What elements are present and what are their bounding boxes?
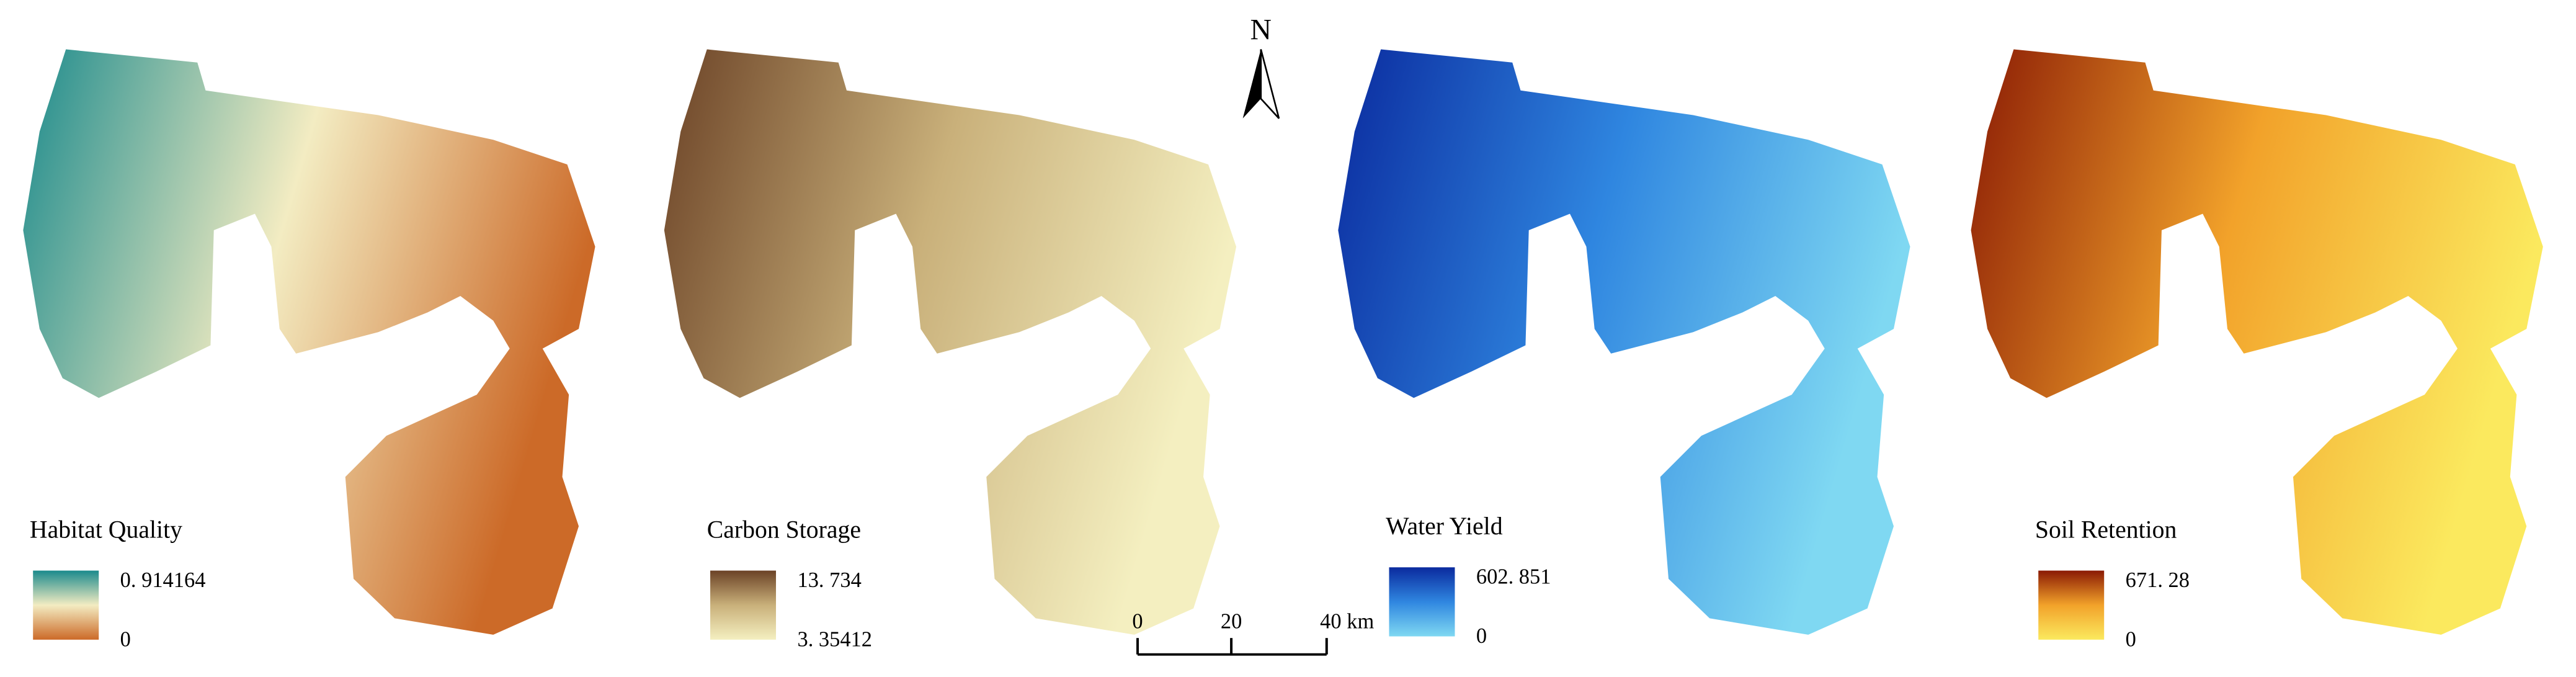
scale-bar bbox=[1136, 638, 1328, 656]
legend-min: 0 bbox=[1476, 624, 1487, 648]
map-panel bbox=[664, 49, 1237, 635]
legend-ramp bbox=[2038, 570, 2105, 640]
north-label: N bbox=[1250, 14, 1272, 47]
legend-min: 3. 35412 bbox=[797, 627, 872, 651]
legend-min: 0 bbox=[120, 627, 131, 651]
region-map bbox=[664, 49, 1237, 635]
scale-label: 20 bbox=[1221, 609, 1242, 633]
legend-ramp bbox=[1389, 567, 1455, 637]
region-map bbox=[1338, 49, 1910, 635]
region-map bbox=[23, 49, 595, 635]
legend-min: 0 bbox=[2126, 627, 2136, 651]
legend-max: 0. 914164 bbox=[120, 568, 206, 592]
scale-label: 40 km bbox=[1320, 609, 1374, 633]
legend-title: Habitat Quality bbox=[30, 516, 182, 544]
legend-max: 602. 851 bbox=[1476, 565, 1551, 589]
legend-max: 13. 734 bbox=[797, 568, 861, 592]
region-map bbox=[1971, 49, 2543, 635]
legend-title: Soil Retention bbox=[2035, 516, 2177, 544]
legend-max: 671. 28 bbox=[2126, 568, 2190, 592]
north-arrow: N bbox=[1242, 14, 1280, 119]
scale-label: 0 bbox=[1132, 609, 1143, 633]
legend-ramp bbox=[710, 570, 777, 640]
map-panel bbox=[23, 49, 595, 635]
map-panel bbox=[1971, 49, 2543, 635]
legend-title: Water Yield bbox=[1386, 513, 1503, 540]
map-panel bbox=[1338, 49, 1910, 635]
legend-title: Carbon Storage bbox=[707, 516, 861, 544]
legend-ramp bbox=[33, 570, 99, 640]
